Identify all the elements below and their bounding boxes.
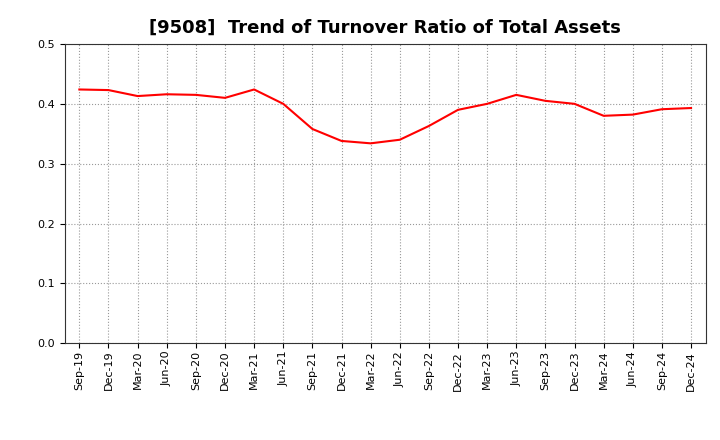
Title: [9508]  Trend of Turnover Ratio of Total Assets: [9508] Trend of Turnover Ratio of Total … [149, 19, 621, 37]
